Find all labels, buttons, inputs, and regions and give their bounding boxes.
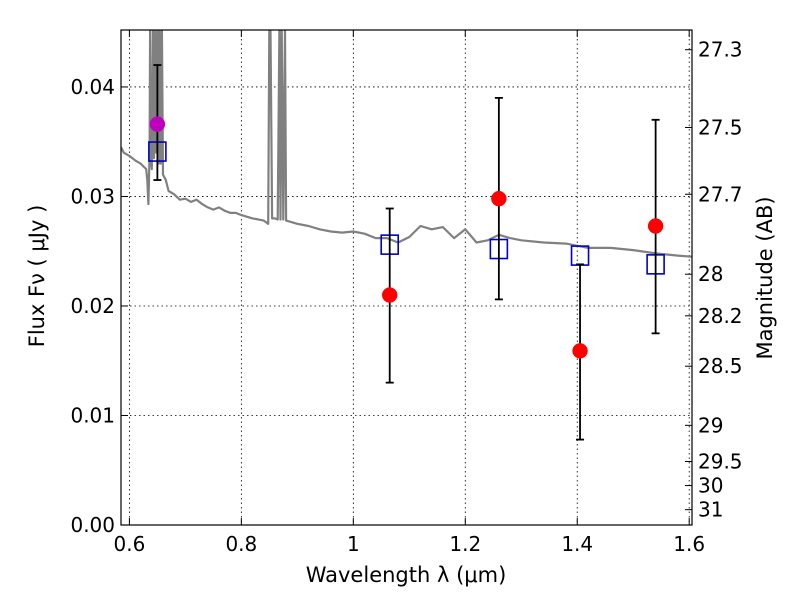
y-tick-label: 0.02 [70,294,115,318]
axis-ticks: 0.6 0.8 1 1.2 1.4 1.6 0.00 0.01 0.02 0.03 0.04 27.3… [70,30,743,556]
plot-frame [120,29,693,526]
y2-tick-label: 28 [698,262,723,286]
model-spectrum-line [121,30,692,258]
x-axis-title: Wavelength λ (μm) [306,563,507,587]
synthetic-square [570,245,590,266]
x-tick-label: 1 [347,532,360,556]
grid-lines [121,30,692,525]
y-tick-label: 0.04 [70,75,115,99]
observed-point [381,287,398,303]
y2-tick-label: 29 [698,413,723,437]
x-tick-label: 1.6 [673,532,705,556]
y2-tick-label: 31 [698,498,723,522]
y2-tick-label: 30 [698,474,723,498]
y-tick-label: 0.01 [70,403,115,427]
y2-tick-label: 28.2 [698,304,743,328]
y-tick-label: 0.03 [70,184,115,208]
x-tick-label: 0.8 [225,532,257,556]
plot-area [121,30,692,441]
y2-tick-label: 27.3 [698,38,743,62]
observed-point [572,343,588,359]
y2-tick-label: 27.5 [698,115,743,139]
y2-axis-title: Magnitude (AB) [753,196,777,359]
x-tick-label: 1.2 [449,532,481,556]
y-axis-title: Flux Fν ( μJy ) [25,205,49,348]
observed-point [149,116,166,132]
y2-tick-label: 29.5 [698,449,743,473]
x-tick-label: 1.4 [561,532,593,556]
y2-tick-label: 28.5 [698,354,743,378]
y2-tick-label: 27.7 [698,182,743,206]
y-tick-label: 0.00 [70,513,115,537]
observed-point [647,218,664,234]
observed-point [491,190,507,207]
x-tick-label: 0.6 [113,532,145,556]
